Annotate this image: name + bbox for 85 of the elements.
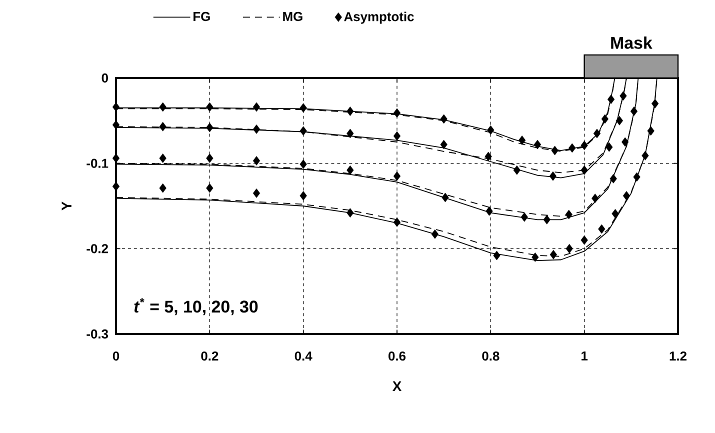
y-tick-label: -0.3 — [86, 329, 108, 339]
point — [647, 126, 654, 136]
point — [112, 102, 120, 112]
point — [252, 188, 260, 198]
point — [206, 154, 214, 163]
x-tick-label: 0.4 — [294, 351, 312, 361]
point — [616, 116, 624, 126]
x-axis-title: X — [392, 381, 402, 392]
point — [550, 250, 557, 260]
legend-label: MG — [283, 12, 302, 22]
point — [620, 91, 627, 101]
point — [442, 192, 449, 202]
point — [346, 208, 354, 218]
point — [393, 131, 401, 141]
x-tick-label: 0 — [112, 351, 120, 361]
point — [549, 171, 557, 181]
point — [551, 146, 558, 156]
x-tick-label: 0.8 — [482, 351, 500, 361]
point — [252, 156, 260, 166]
point — [610, 174, 617, 184]
point — [300, 103, 307, 113]
point — [598, 224, 606, 234]
point — [346, 165, 354, 175]
point — [159, 154, 166, 163]
point — [566, 244, 573, 254]
point — [206, 122, 214, 132]
point — [565, 210, 572, 220]
point — [159, 183, 166, 193]
x-tick-label: 1 — [582, 351, 588, 360]
x-tick-label: 0.6 — [388, 351, 406, 361]
x-tick-label: 0.2 — [201, 351, 218, 361]
y-tick-label: -0.1 — [86, 158, 108, 168]
annotation: t$^{*}$ = 5, 10, 20, 30 — [134, 298, 258, 316]
point — [206, 102, 214, 112]
y-tick-label: -0.2 — [86, 244, 108, 254]
point — [580, 140, 588, 150]
legend-label: Asymptotic — [344, 12, 414, 24]
x-tick-label: 1.2 — [670, 351, 686, 361]
point — [532, 252, 539, 262]
point — [651, 98, 659, 108]
point — [630, 106, 638, 116]
point — [252, 102, 260, 112]
point — [159, 102, 166, 112]
point — [580, 235, 588, 245]
point — [534, 140, 542, 150]
point — [518, 136, 526, 145]
point — [543, 214, 550, 224]
point — [112, 120, 120, 130]
point — [513, 165, 520, 175]
point — [393, 108, 401, 118]
point — [612, 208, 619, 218]
point — [593, 128, 601, 138]
point — [580, 165, 588, 175]
y-tick-label: 0 — [102, 73, 108, 83]
point — [601, 114, 609, 124]
y-axis-title: Y — [62, 202, 72, 210]
point — [300, 191, 307, 200]
point — [300, 160, 307, 169]
point — [622, 137, 629, 147]
point — [393, 218, 401, 227]
point — [346, 106, 354, 116]
point — [431, 229, 438, 239]
point — [484, 152, 492, 162]
point — [159, 122, 166, 132]
point — [112, 182, 120, 192]
point — [568, 143, 576, 153]
point — [520, 212, 528, 222]
point — [440, 140, 448, 150]
point — [493, 250, 500, 260]
point — [606, 142, 613, 152]
point — [346, 128, 354, 138]
text: Mask — [611, 36, 652, 49]
point — [300, 126, 307, 136]
point — [592, 194, 599, 203]
point — [633, 172, 640, 182]
point — [252, 124, 260, 134]
point — [440, 114, 448, 124]
point — [622, 191, 630, 200]
point — [486, 206, 493, 216]
point — [642, 150, 649, 160]
point — [206, 183, 214, 193]
point — [607, 94, 615, 104]
point — [393, 171, 401, 181]
point — [487, 125, 494, 135]
legend-label: FG — [194, 12, 210, 22]
